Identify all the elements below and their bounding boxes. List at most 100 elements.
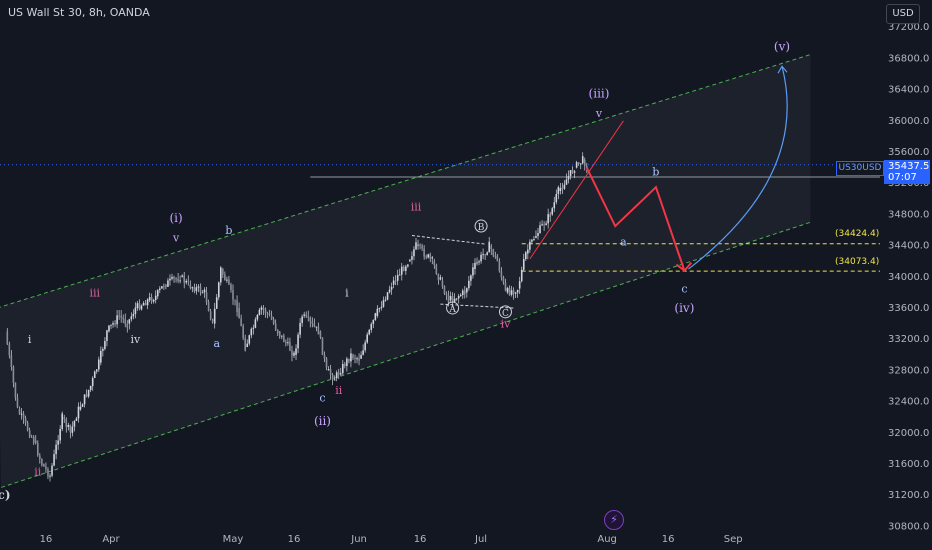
candle-body [437, 273, 440, 280]
candle-body [433, 261, 436, 265]
candle-body [228, 279, 230, 285]
wave-label-10: (ii) [314, 414, 331, 428]
candle-body [63, 417, 66, 419]
circled-label-ring-c [498, 305, 512, 319]
candle-body [394, 280, 397, 282]
red-projection-arrowhead [675, 261, 693, 272]
candle-body [559, 187, 562, 192]
candle-body [313, 323, 316, 327]
x-axis[interactable]: 16 Apr May 16 Jun 16 Jul Aug 16 Sep [40, 534, 743, 545]
candle-body [506, 288, 509, 293]
candle-body [425, 256, 427, 258]
candle-body [370, 323, 373, 330]
candle-body [427, 254, 429, 258]
candle-body [69, 424, 72, 433]
candle-body [53, 454, 55, 466]
candle-body [413, 249, 415, 257]
projection-layer [411, 65, 788, 309]
candle-body [189, 284, 192, 288]
candle-body [165, 284, 167, 287]
candle-body [24, 418, 27, 423]
level-label-34424: (34424.4) [833, 228, 882, 240]
candle-body [352, 354, 354, 358]
candle-body [283, 335, 285, 343]
candle-body [81, 404, 84, 407]
candle-body [242, 326, 244, 339]
lightning-icon[interactable]: ⚡ [604, 510, 624, 530]
candle-body [281, 335, 283, 337]
candle-body [400, 266, 403, 275]
candle-body [252, 327, 255, 329]
last-price-badge: 35437.5 07:07 [884, 160, 930, 184]
candle-body [459, 294, 462, 297]
candle-body [323, 354, 326, 359]
candle-body [439, 277, 442, 280]
candle-body [504, 282, 507, 291]
candle-body [142, 303, 145, 306]
candle-body [264, 309, 267, 314]
candle-body [130, 316, 133, 320]
candle-body [453, 298, 456, 302]
candle-body [238, 308, 240, 319]
candle-body [466, 288, 468, 293]
candle-body [484, 254, 486, 256]
candle-body [368, 329, 371, 335]
candle-body [260, 307, 263, 310]
candle-body [32, 437, 35, 443]
y-tick-label: 37200.0 [888, 22, 929, 33]
candle-body [240, 318, 242, 327]
candle-body [527, 249, 529, 254]
candle-body [148, 297, 151, 301]
x-tick-label: Jul [474, 534, 487, 545]
y-tick-label: 32400.0 [888, 397, 929, 408]
y-tick-label: 36800.0 [888, 53, 929, 64]
x-tick-label: Jun [350, 534, 367, 545]
candle-body [234, 299, 236, 301]
candle-body [421, 245, 423, 249]
candle-body [571, 170, 574, 173]
candle-body [126, 323, 129, 328]
y-axis[interactable]: 30800.0 31200.0 31600.0 32000.0 32400.0 32800… [888, 22, 929, 532]
candle-body [309, 317, 312, 322]
candle-body [321, 337, 324, 355]
circled-label-ring-a [446, 301, 460, 315]
circled-label-a: A [448, 305, 456, 315]
candle-body [376, 308, 379, 316]
candle-body [470, 275, 472, 281]
candle-body [75, 418, 78, 421]
candle-body [195, 287, 198, 292]
wave-label-6: v [172, 232, 180, 245]
candle-body [508, 288, 511, 295]
wave-label-21: (v) [774, 40, 790, 54]
candle-body [384, 299, 387, 301]
candle-body [297, 334, 299, 349]
candle-body [545, 223, 547, 226]
blue-projection-path [688, 66, 788, 270]
candle-body [455, 298, 458, 300]
candle-body [104, 340, 106, 349]
candle-body [537, 233, 539, 237]
currency-button[interactable]: USD [886, 4, 920, 24]
candle-body [531, 239, 533, 242]
candle-body [364, 342, 366, 351]
chart-title: US Wall St 30, 8h, OANDA [8, 6, 150, 19]
candle-body [315, 326, 318, 328]
candle-body [478, 261, 480, 263]
candle-body [8, 344, 11, 356]
candle-body [301, 316, 303, 323]
last-price-value: 35437.5 [888, 161, 930, 172]
candle-body [43, 464, 45, 467]
candle-body [95, 369, 98, 372]
candle-body [468, 280, 470, 289]
candle-body [49, 475, 51, 477]
wave-label-2: i [28, 333, 32, 346]
y-tick-label: 34400.0 [888, 241, 929, 252]
candle-body [100, 350, 102, 363]
candle-body [61, 413, 63, 429]
candle-body [110, 324, 112, 326]
candle-body [167, 280, 169, 287]
bar-countdown: 07:07 [888, 172, 917, 183]
candle-body [159, 288, 161, 291]
candle-body [392, 280, 395, 285]
